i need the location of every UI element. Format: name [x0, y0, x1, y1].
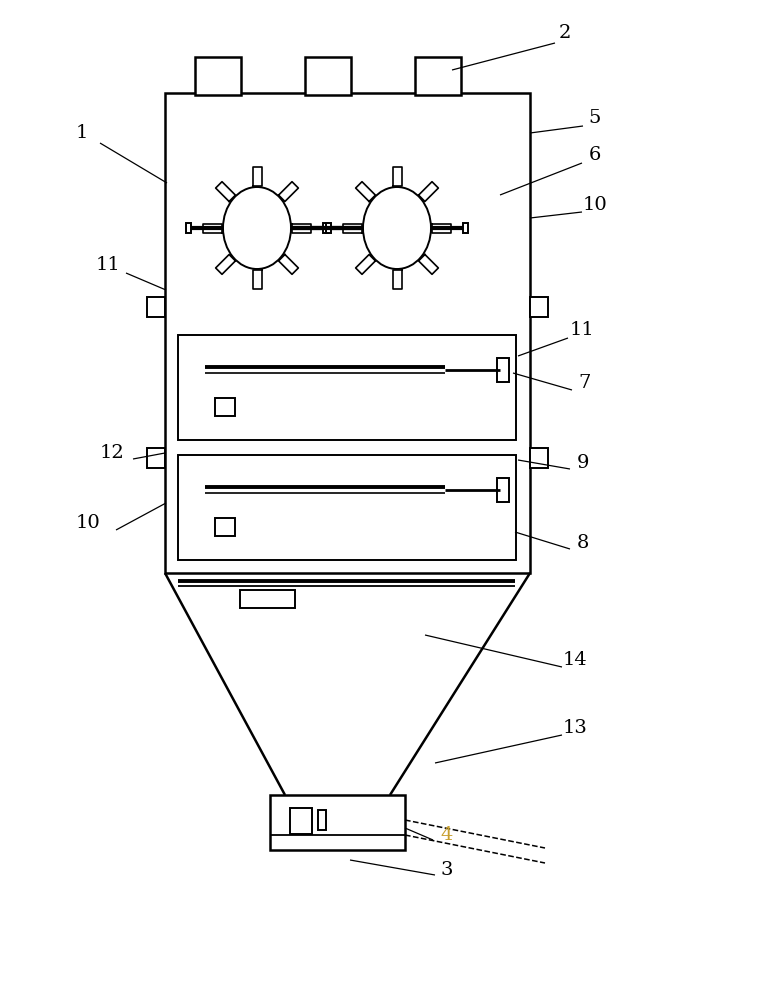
Bar — [415, 57, 461, 95]
Text: 11: 11 — [570, 321, 594, 339]
Bar — [530, 297, 548, 317]
Text: 6: 6 — [589, 146, 601, 164]
Polygon shape — [252, 270, 261, 289]
Text: 5: 5 — [589, 109, 601, 127]
Bar — [270, 795, 405, 850]
Bar — [147, 297, 165, 317]
Bar — [186, 223, 191, 233]
Bar — [215, 518, 235, 536]
Polygon shape — [216, 255, 235, 274]
Polygon shape — [278, 255, 298, 274]
Text: 11: 11 — [96, 256, 120, 274]
Polygon shape — [203, 224, 222, 232]
Text: 2: 2 — [559, 24, 571, 42]
Polygon shape — [278, 182, 298, 201]
Bar — [290, 808, 312, 834]
Polygon shape — [216, 182, 235, 201]
Bar — [215, 398, 235, 416]
Polygon shape — [392, 167, 402, 186]
Polygon shape — [355, 182, 375, 201]
Bar — [305, 57, 351, 95]
Polygon shape — [392, 270, 402, 289]
Text: 13: 13 — [563, 719, 588, 737]
Text: 7: 7 — [579, 374, 591, 392]
Bar — [178, 455, 516, 560]
Bar — [178, 335, 516, 440]
Bar — [497, 358, 509, 382]
Text: 8: 8 — [577, 534, 589, 552]
Bar — [463, 223, 468, 233]
Polygon shape — [419, 255, 439, 274]
Text: 10: 10 — [76, 514, 100, 532]
Bar — [240, 590, 295, 608]
Polygon shape — [432, 224, 451, 232]
Bar — [318, 810, 326, 830]
Bar — [195, 57, 241, 95]
Text: 9: 9 — [577, 454, 589, 472]
Bar — [165, 93, 530, 573]
Ellipse shape — [223, 187, 291, 269]
Bar — [530, 448, 548, 468]
Bar — [497, 478, 509, 502]
Text: 1: 1 — [76, 124, 88, 142]
Polygon shape — [355, 255, 375, 274]
Text: 4: 4 — [441, 826, 453, 844]
Bar — [323, 223, 328, 233]
Ellipse shape — [363, 187, 431, 269]
Polygon shape — [252, 167, 261, 186]
Polygon shape — [292, 224, 311, 232]
Polygon shape — [419, 182, 439, 201]
Text: 10: 10 — [583, 196, 608, 214]
Bar — [147, 448, 165, 468]
Text: 3: 3 — [441, 861, 453, 879]
Text: 14: 14 — [563, 651, 588, 669]
Bar — [326, 223, 331, 233]
Text: 12: 12 — [99, 444, 124, 462]
Polygon shape — [343, 224, 362, 232]
